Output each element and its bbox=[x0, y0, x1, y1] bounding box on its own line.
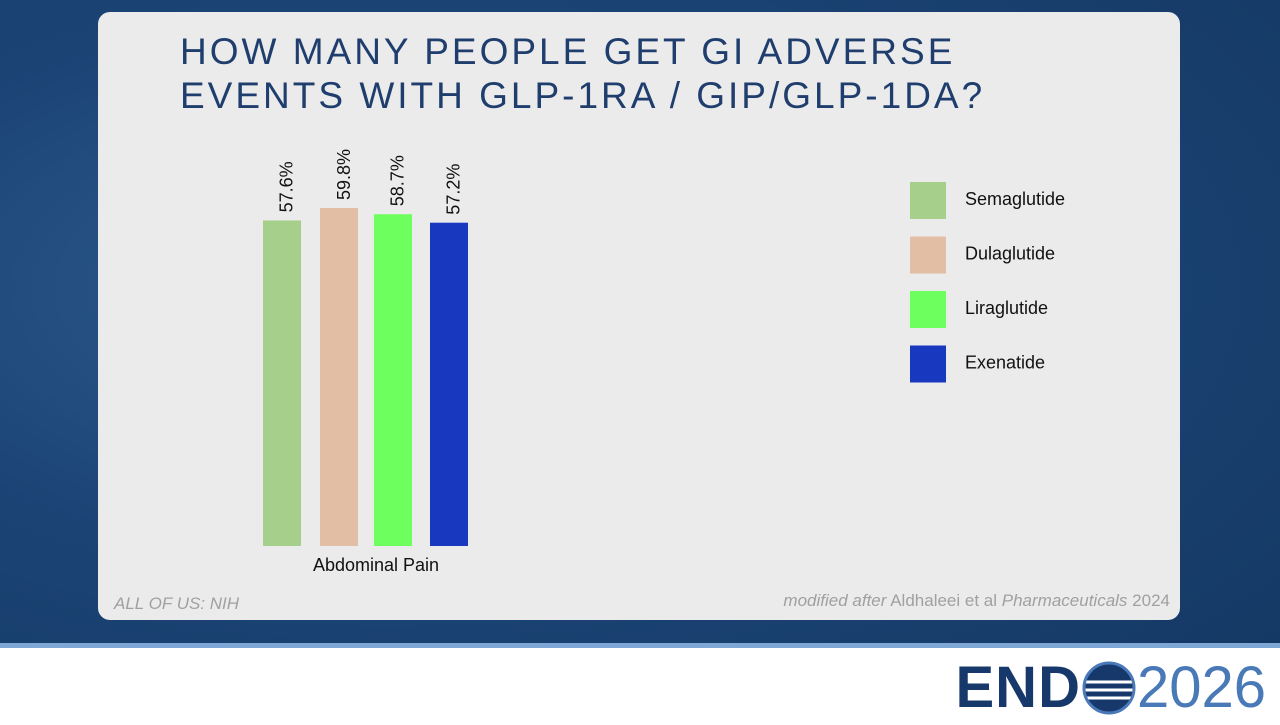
x-tick-label: Abdominal Pain bbox=[313, 555, 439, 575]
logo-brand: END bbox=[955, 655, 1081, 720]
citation-part: 2024 bbox=[1132, 591, 1170, 610]
data-label: 59.8% bbox=[334, 149, 354, 200]
citation-part: Aldhaleei et al bbox=[890, 591, 998, 610]
chart-title: HOW MANY PEOPLE GET GI ADVERSE EVENTS WI… bbox=[180, 31, 986, 116]
legend-label: Semaglutide bbox=[965, 189, 1065, 209]
bar bbox=[374, 214, 412, 546]
citation-part: Pharmaceuticals bbox=[1001, 591, 1128, 610]
citation-part: modified after bbox=[783, 591, 887, 610]
panel: HOW MANY PEOPLE GET GI ADVERSE EVENTS WI… bbox=[98, 12, 1180, 620]
source: ALL OF US: NIH bbox=[114, 594, 240, 613]
legend-label: Dulaglutide bbox=[965, 244, 1055, 264]
logo-year: 2026 bbox=[1136, 655, 1266, 720]
logo-globe bbox=[1082, 661, 1136, 715]
logo: END 2026 bbox=[956, 658, 1267, 718]
data-label: 57.6% bbox=[277, 161, 297, 212]
bar bbox=[430, 222, 468, 546]
data-label: 57.2% bbox=[444, 164, 464, 215]
chart: 57.6% 59.8% 58.7% 57.2% Abdominal Pain Semagl… bbox=[263, 149, 1065, 575]
legend-swatch bbox=[910, 291, 946, 328]
legend-swatch bbox=[910, 345, 946, 383]
legend-label: Exenatide bbox=[965, 353, 1045, 373]
citation: modified after Aldhaleei et al Pharmaceu… bbox=[783, 591, 1170, 611]
bar bbox=[320, 208, 358, 546]
data-label: 58.7% bbox=[388, 155, 408, 206]
footer-band: END 2026 bbox=[0, 643, 1280, 725]
bar bbox=[263, 220, 301, 546]
legend-swatch bbox=[910, 236, 946, 274]
legend-swatch bbox=[910, 182, 946, 219]
legend-label: Liraglutide bbox=[965, 298, 1048, 318]
